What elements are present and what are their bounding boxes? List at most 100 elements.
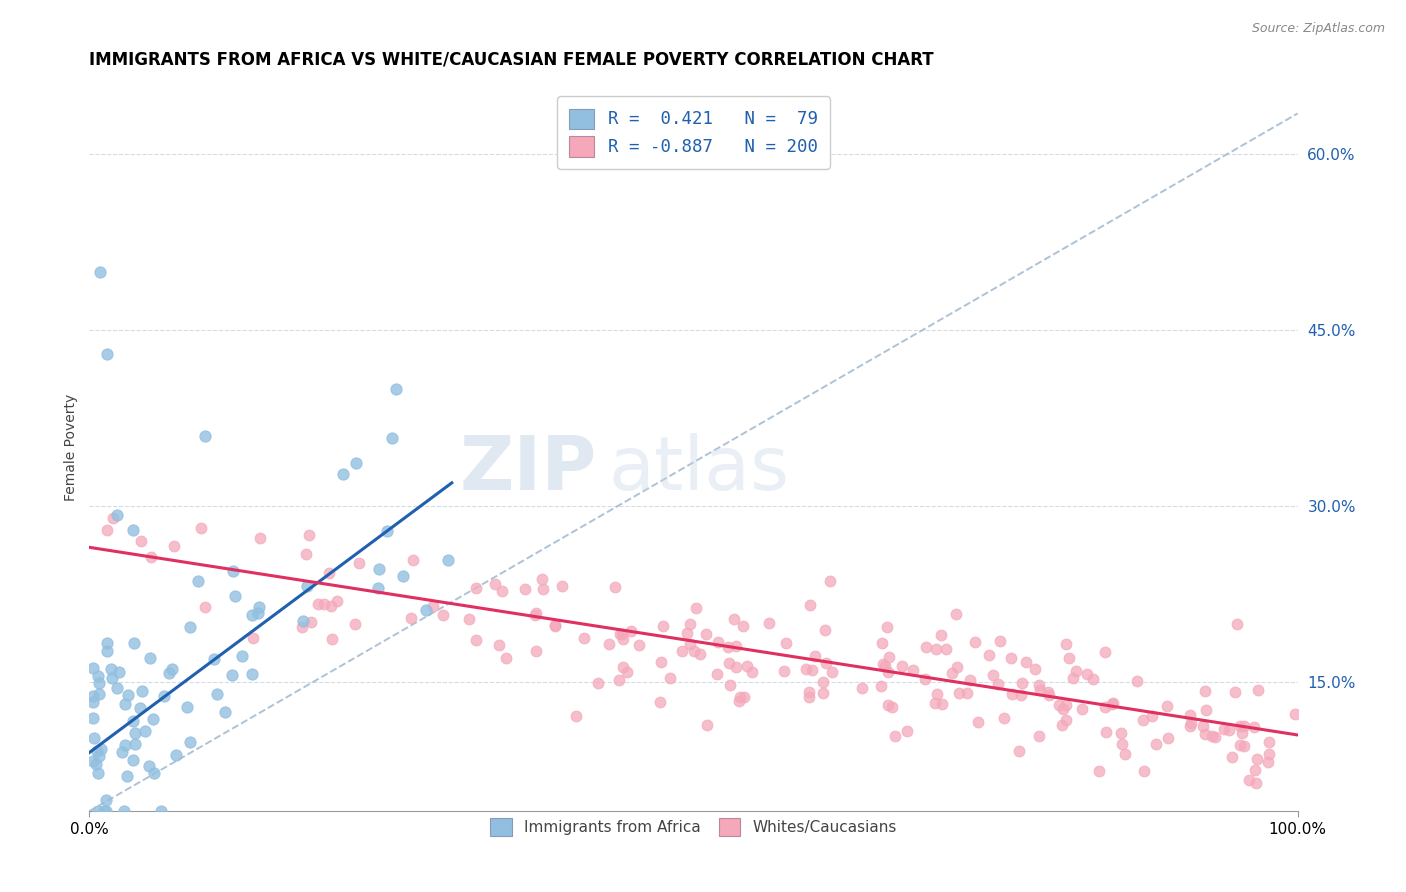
Point (875, 659, 897, 673)
Point (679, 617, 702, 632)
Point (696, 718, 718, 732)
Point (717, 640, 740, 654)
Point (152, 689, 174, 703)
Point (1247, 682, 1270, 697)
Point (513, 582, 536, 596)
Point (314, 597, 336, 611)
Point (484, 576, 506, 591)
Point (1071, 702, 1094, 716)
Point (100, 662, 122, 676)
Point (718, 656, 741, 670)
Point (105, 508, 128, 522)
Point (1244, 763, 1267, 777)
Point (1204, 730, 1226, 744)
Point (82, 695, 104, 709)
Point (202, 652, 225, 666)
Point (392, 568, 415, 582)
Point (927, 687, 949, 701)
Point (1284, 706, 1306, 721)
Point (1024, 662, 1046, 676)
Point (366, 581, 388, 595)
Point (1218, 723, 1240, 738)
Text: IMMIGRANTS FROM AFRICA VS WHITE/CAUCASIAN FEMALE POVERTY CORRELATION CHART: IMMIGRANTS FROM AFRICA VS WHITE/CAUCASIA… (90, 51, 934, 69)
Point (214, 706, 236, 720)
Point (495, 651, 517, 665)
Point (82, 661, 104, 675)
Point (122, 636, 145, 650)
Point (741, 665, 763, 680)
Point (612, 632, 634, 647)
Point (799, 684, 821, 698)
Point (491, 584, 513, 599)
Point (1142, 709, 1164, 723)
Point (240, 666, 263, 681)
Point (224, 589, 246, 603)
Point (122, 753, 145, 767)
Point (1047, 698, 1070, 712)
Point (298, 528, 321, 542)
Point (242, 632, 264, 646)
Point (1088, 764, 1111, 778)
Point (231, 648, 253, 663)
Point (436, 553, 458, 567)
Point (797, 690, 820, 704)
Point (105, 681, 128, 696)
Point (318, 566, 340, 581)
Point (1223, 685, 1246, 699)
Point (1220, 750, 1243, 764)
Point (111, 745, 134, 759)
Point (295, 579, 318, 593)
Point (735, 658, 758, 673)
Point (344, 616, 367, 631)
Point (1226, 616, 1249, 631)
Point (876, 698, 898, 713)
Point (1010, 688, 1032, 702)
Point (82, 710, 104, 724)
Point (194, 599, 217, 614)
Point (103, 511, 125, 525)
Point (882, 699, 904, 714)
Point (883, 729, 905, 743)
Point (1233, 719, 1256, 733)
Point (814, 623, 837, 637)
Point (465, 581, 488, 595)
Point (565, 708, 588, 723)
Point (977, 648, 1000, 663)
Point (422, 599, 444, 614)
Point (94, 792, 117, 806)
Point (1180, 715, 1202, 730)
Point (652, 619, 675, 633)
Point (114, 697, 136, 711)
Point (987, 676, 1010, 690)
Point (956, 686, 979, 700)
Point (295, 547, 318, 561)
Point (1028, 729, 1050, 743)
Point (90, 742, 112, 756)
Point (758, 616, 780, 631)
Point (650, 694, 672, 708)
Point (1101, 696, 1123, 710)
Point (87, 687, 110, 701)
Point (86, 668, 108, 682)
Point (299, 615, 322, 629)
Point (1054, 713, 1077, 727)
Point (157, 665, 180, 680)
Point (368, 561, 391, 575)
Point (176, 699, 198, 714)
Point (124, 737, 146, 751)
Point (1029, 683, 1052, 698)
Point (134, 724, 156, 739)
Point (114, 738, 136, 752)
Point (291, 614, 314, 628)
Point (1258, 735, 1281, 749)
Point (925, 642, 948, 657)
Point (676, 626, 699, 640)
Point (1101, 697, 1123, 711)
Point (290, 620, 312, 634)
Point (1156, 731, 1178, 746)
Point (1054, 698, 1077, 713)
Point (876, 620, 898, 634)
Point (598, 637, 620, 651)
Point (689, 648, 711, 662)
Point (96, 644, 118, 658)
